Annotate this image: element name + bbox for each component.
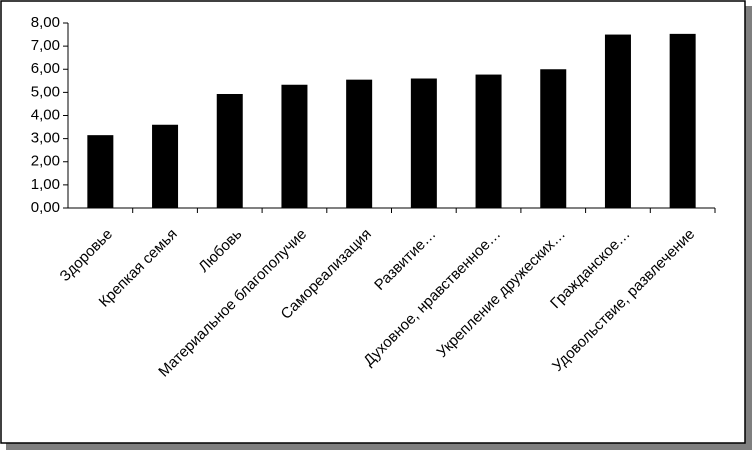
bar bbox=[410, 78, 437, 208]
y-tick-label: 6,00 bbox=[31, 60, 60, 77]
y-tick-label: 7,00 bbox=[31, 37, 60, 54]
y-tick-label: 5,00 bbox=[31, 83, 60, 100]
bar bbox=[216, 93, 243, 208]
y-tick-label: 1,00 bbox=[31, 176, 60, 193]
bar bbox=[346, 79, 373, 208]
y-tick-label: 0,00 bbox=[31, 199, 60, 216]
bar bbox=[152, 124, 179, 208]
bar bbox=[281, 84, 308, 208]
bar bbox=[540, 69, 567, 208]
chart-frame bbox=[0, 0, 746, 444]
bar bbox=[87, 135, 114, 208]
y-tick-label: 3,00 bbox=[31, 130, 60, 147]
bar bbox=[604, 34, 631, 208]
y-tick-label: 2,00 bbox=[31, 153, 60, 170]
bar bbox=[475, 74, 502, 208]
bar bbox=[669, 33, 696, 209]
y-tick-label: 4,00 bbox=[31, 106, 60, 123]
y-tick-label: 8,00 bbox=[31, 14, 60, 31]
